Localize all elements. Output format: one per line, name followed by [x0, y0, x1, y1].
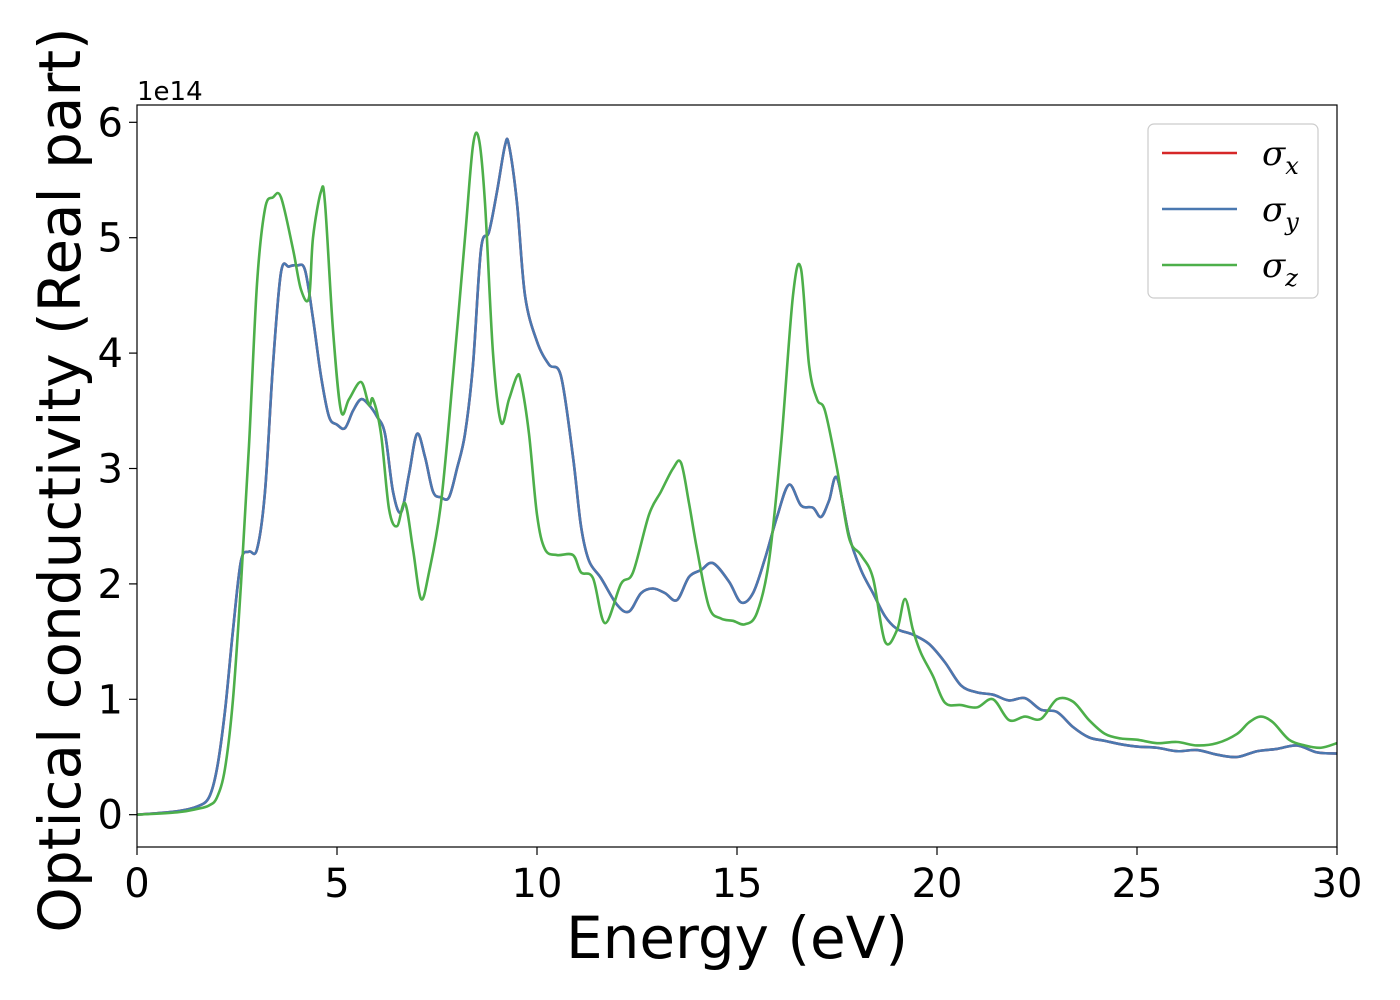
y-tick-label: 0 — [98, 793, 123, 839]
legend-label-y: σy — [1262, 190, 1299, 236]
x-axis: 0 5 10 15 20 25 30 — [124, 847, 1362, 907]
x-tick-label: 25 — [1112, 861, 1163, 907]
x-tick-label: 10 — [512, 861, 563, 907]
x-tick-label: 15 — [712, 861, 763, 907]
legend-subscript: x — [1285, 152, 1299, 180]
x-tick-label: 30 — [1312, 861, 1363, 907]
series-line-y — [136, 137, 1338, 816]
y-tick-label: 3 — [98, 446, 123, 492]
legend-subscript: z — [1284, 264, 1298, 292]
y-tick-label: 1 — [98, 677, 123, 723]
legend-subscript: y — [1284, 208, 1299, 236]
legend-box — [1147, 123, 1319, 299]
y-tick-label: 4 — [98, 331, 123, 377]
series-layer — [136, 131, 1338, 816]
legend-label-x: σx — [1262, 134, 1299, 180]
legend-symbol: σ — [1262, 190, 1286, 230]
y-axis-title: Optical conductivity (Real part) — [26, 27, 94, 932]
y-offset-label: 1e14 — [137, 77, 203, 107]
legend-symbol: σ — [1262, 134, 1286, 174]
x-axis-title: Energy (eV) — [566, 904, 908, 972]
y-tick-label: 5 — [98, 216, 123, 262]
x-tick-label: 5 — [324, 861, 349, 907]
x-tick-label: 20 — [912, 861, 963, 907]
legend-symbol: σ — [1262, 246, 1286, 286]
y-tick-label: 2 — [98, 562, 123, 608]
legend-label-z: σz — [1262, 246, 1298, 292]
y-axis: 0 1 2 3 4 5 6 — [98, 100, 137, 839]
y-tick-label: 6 — [98, 100, 123, 146]
series-line-z — [136, 131, 1338, 816]
x-tick-label: 0 — [124, 861, 149, 907]
